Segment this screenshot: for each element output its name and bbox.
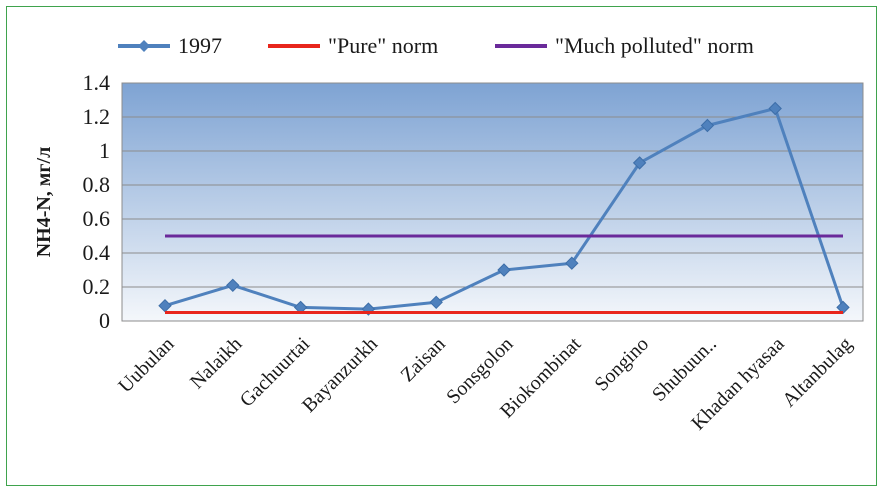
y-axis-label: NH4-N, мг/л [33, 147, 55, 258]
legend-label: 1997 [178, 33, 222, 58]
x-category-label: Altanbulag [778, 333, 856, 411]
y-tick-label: 0 [99, 308, 110, 333]
legend-marker [138, 40, 150, 52]
x-category-label: Nalaikh [186, 333, 246, 393]
data-point [497, 263, 511, 277]
y-tick-label: 0.2 [83, 274, 111, 299]
legend-item-1997: 1997 [118, 33, 222, 58]
x-category-label: Uubulan [114, 333, 178, 397]
y-tick-label: 1.2 [83, 104, 111, 129]
legend-label: "Much polluted" norm [555, 33, 754, 58]
plot-area [121, 82, 864, 322]
legend-item-much-polluted-norm: "Much polluted" norm [495, 33, 754, 58]
y-axis-ticks: 0 0.2 0.4 0.6 0.8 1 1.2 1.4 [83, 70, 111, 333]
series-layer [158, 101, 850, 316]
y-tick-label: 0.6 [83, 206, 111, 231]
data-point [768, 101, 782, 116]
data-point [429, 295, 443, 310]
y-tick-label: 1.4 [83, 70, 111, 95]
y-tick-label: 0.8 [83, 172, 111, 197]
y-tick-label: 1 [99, 138, 110, 163]
legend-label: "Pure" norm [328, 33, 438, 58]
data-point [632, 156, 647, 170]
legend: 1997 "Pure" norm "Much polluted" norm [118, 33, 754, 58]
y-tick-label: 0.4 [83, 240, 111, 265]
x-category-label: Zaisan [396, 333, 449, 386]
legend-item-pure-norm: "Pure" norm [268, 33, 438, 58]
data-point [700, 118, 715, 133]
data-point [565, 256, 579, 270]
data-point [226, 278, 240, 293]
x-category-label: Songino [590, 333, 653, 396]
